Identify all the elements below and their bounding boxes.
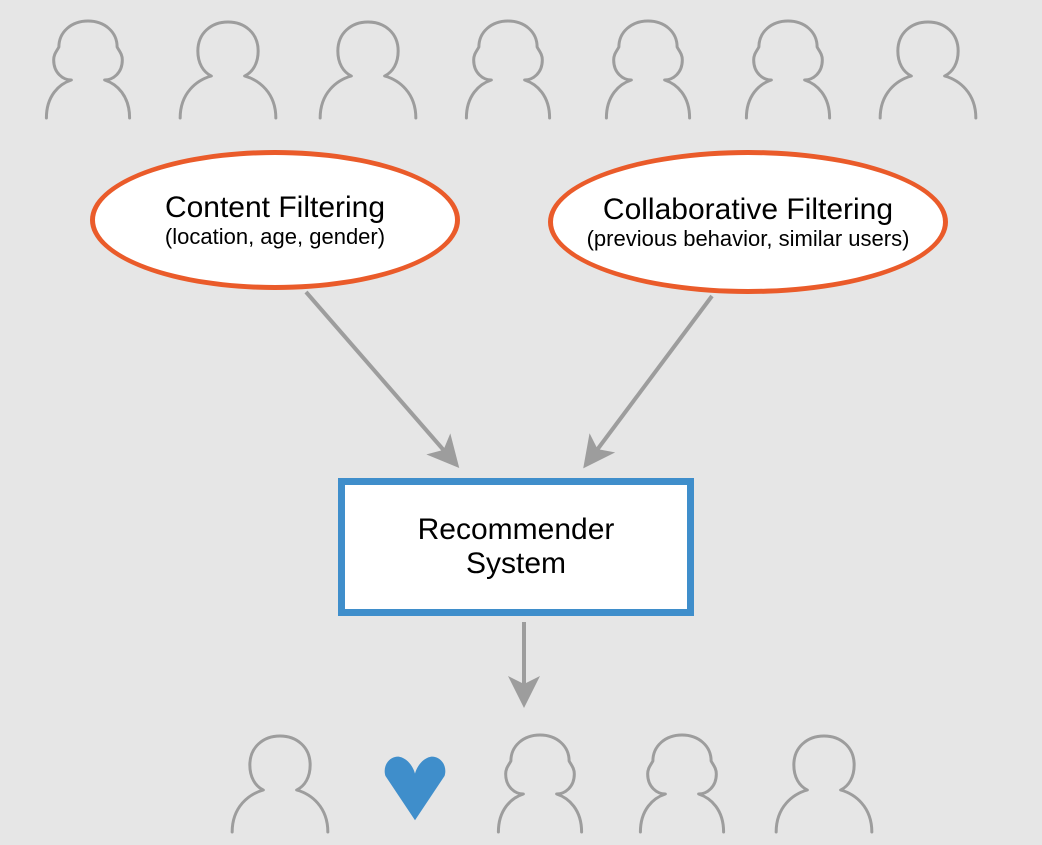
diagram-canvas: Content Filtering (location, age, gender… [0,0,1042,845]
user-silhouette-icon [466,21,549,118]
recommender-system-title: Recommender System [418,513,615,582]
user-silhouette-icon [746,21,829,118]
content-filtering-node: Content Filtering (location, age, gender… [90,150,460,290]
bottom-users-row [232,735,872,832]
user-silhouette-icon [498,735,581,832]
user-silhouette-icon [880,22,976,118]
collaborative-filtering-subtitle: (previous behavior, similar users) [587,226,910,252]
content-filtering-title: Content Filtering [165,191,385,224]
user-silhouette-icon [320,22,416,118]
collaborative-filtering-title: Collaborative Filtering [603,193,893,226]
user-silhouette-icon [46,21,129,118]
user-silhouette-icon [640,735,723,832]
user-silhouette-icon [776,736,872,832]
user-silhouette-icon [232,736,328,832]
edge-arrow [588,296,712,462]
edge-arrow [306,292,454,462]
content-filtering-subtitle: (location, age, gender) [165,224,385,250]
user-silhouette-icon [180,22,276,118]
top-users-row [46,21,975,118]
heart-icon [385,757,446,821]
collaborative-filtering-node: Collaborative Filtering (previous behavi… [548,150,948,294]
user-silhouette-icon [606,21,689,118]
svg-layer [0,0,1042,845]
recommender-system-node: Recommender System [338,478,694,616]
